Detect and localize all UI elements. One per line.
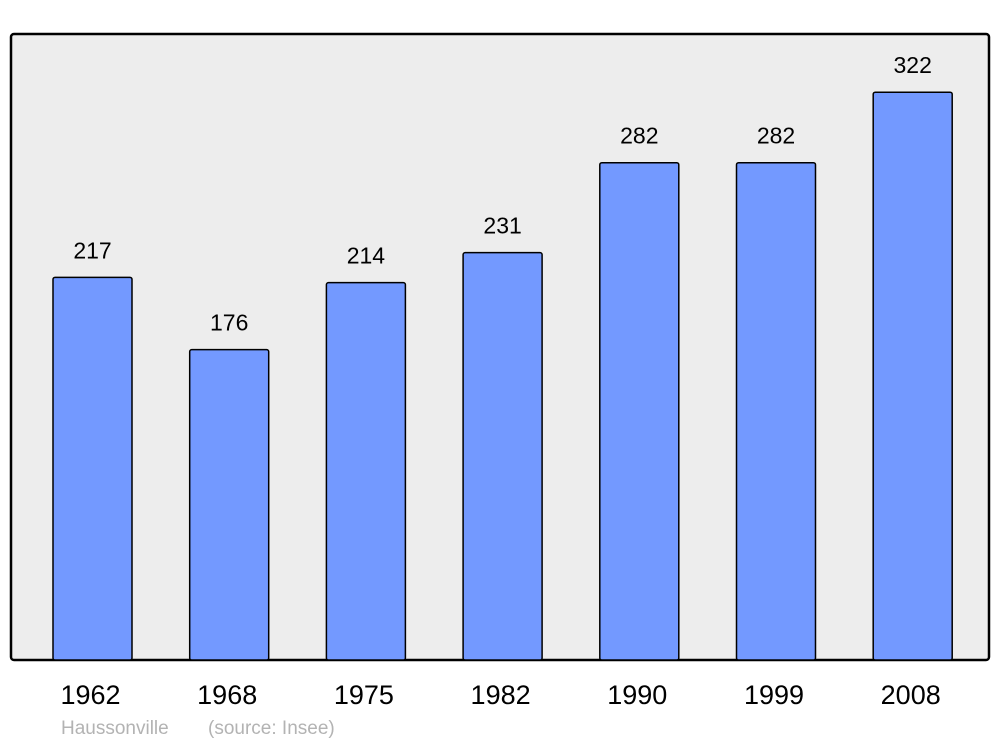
bar-1990: [599, 161, 680, 661]
data-label-1968: 176: [210, 310, 248, 336]
bar-2008: [872, 91, 953, 661]
bar-1999: [735, 161, 817, 661]
x-tick-label-2008: 2008: [881, 680, 941, 710]
bar-1982: [462, 251, 543, 661]
data-label-1982: 231: [483, 213, 521, 239]
data-label-1990: 282: [620, 123, 658, 149]
x-tick-label-1962: 1962: [60, 680, 120, 710]
data-label-1962: 217: [73, 237, 111, 263]
x-tick-label-1990: 1990: [607, 680, 667, 710]
bar-1975: [325, 281, 407, 661]
data-label-1975: 214: [347, 243, 386, 269]
data-label-2008: 322: [894, 52, 932, 78]
bar-1968: [188, 348, 270, 661]
bar-1962: [52, 276, 133, 661]
x-tick-label-1968: 1968: [197, 680, 257, 710]
source-note: (source: Insee): [208, 718, 335, 739]
place-name: Haussonville: [61, 718, 169, 739]
data-label-1999: 282: [757, 123, 795, 149]
x-tick-label-1999: 1999: [744, 680, 804, 710]
x-tick-label-1975: 1975: [334, 680, 394, 710]
x-tick-label-1982: 1982: [471, 680, 531, 710]
